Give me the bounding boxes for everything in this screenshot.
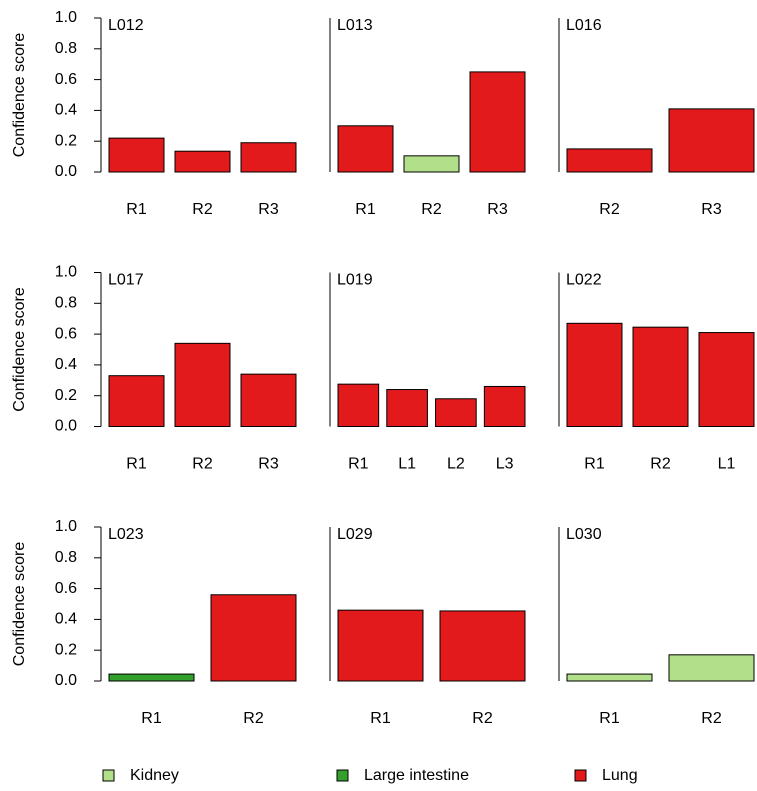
bar: [337, 609, 424, 682]
x-tick-label: R2: [472, 710, 493, 727]
panel-title: L022: [566, 272, 602, 289]
panel-title: L017: [108, 272, 144, 289]
x-tick-label: R2: [192, 201, 213, 218]
y-tick-label: 0.6: [55, 580, 77, 597]
panel-title: L013: [337, 17, 373, 34]
legend-label: Large intestine: [364, 767, 469, 784]
y-axis-label: Confidence score: [11, 287, 28, 412]
bar: [386, 389, 428, 428]
x-tick-label: R3: [701, 201, 722, 218]
bar: [108, 375, 165, 427]
y-tick-label: 1.0: [55, 264, 77, 281]
legend-swatch: [574, 769, 587, 782]
x-tick-label: L1: [718, 456, 736, 473]
y-tick-label: 0.2: [55, 641, 77, 658]
y-tick-label: 0.4: [55, 102, 77, 119]
x-tick-label: R2: [599, 201, 620, 218]
bar: [337, 383, 380, 427]
y-tick-label: 0.4: [55, 611, 77, 628]
x-tick-label: R3: [487, 201, 508, 218]
panel-title: L029: [337, 526, 373, 543]
panel-title: L016: [566, 17, 602, 34]
y-tick-label: 0.0: [55, 163, 77, 180]
y-tick-label: 0.8: [55, 40, 77, 57]
x-tick-label: L3: [496, 456, 514, 473]
x-tick-label: R1: [599, 710, 620, 727]
bar: [108, 137, 165, 173]
x-tick-label: R1: [141, 710, 162, 727]
x-tick-label: R2: [650, 456, 671, 473]
bar: [174, 150, 231, 173]
y-axis-label: Confidence score: [11, 33, 28, 158]
bar: [566, 673, 653, 682]
y-tick-label: 0.8: [55, 295, 77, 312]
bar: [469, 71, 526, 173]
y-tick-label: 0.0: [55, 418, 77, 435]
bar: [632, 326, 689, 428]
bar: [240, 142, 297, 173]
y-tick-label: 1.0: [55, 9, 77, 26]
bar: [483, 385, 526, 427]
y-tick-label: 0.4: [55, 356, 77, 373]
panel-title: L019: [337, 272, 373, 289]
y-tick-label: 0.8: [55, 549, 77, 566]
x-tick-label: R3: [258, 456, 279, 473]
bar: [439, 610, 526, 682]
x-tick-label: R3: [258, 201, 279, 218]
x-tick-label: R1: [348, 456, 369, 473]
y-axis-label: Confidence score: [11, 542, 28, 667]
bar: [210, 594, 297, 682]
x-tick-label: R1: [355, 201, 376, 218]
x-tick-label: R2: [421, 201, 442, 218]
x-tick-label: L1: [398, 456, 416, 473]
x-tick-label: R1: [370, 710, 391, 727]
legend-label: Kidney: [130, 767, 179, 784]
bar: [668, 654, 755, 682]
y-tick-label: 0.2: [55, 387, 77, 404]
panel-title: L030: [566, 526, 602, 543]
x-tick-label: R2: [243, 710, 264, 727]
y-tick-label: 0.2: [55, 132, 77, 149]
bar: [337, 125, 394, 173]
legend-label: Lung: [602, 767, 638, 784]
bar: [435, 398, 477, 427]
x-tick-label: R2: [192, 456, 213, 473]
x-tick-label: R2: [701, 710, 722, 727]
panel-title: L012: [108, 17, 144, 34]
bar: [240, 373, 297, 428]
legend-swatch: [102, 769, 115, 782]
bar: [108, 673, 195, 682]
x-tick-label: R1: [126, 456, 147, 473]
bar: [566, 148, 653, 173]
y-tick-label: 0.0: [55, 672, 77, 689]
y-tick-label: 1.0: [55, 518, 77, 535]
bar: [403, 155, 460, 173]
x-tick-label: R1: [584, 456, 605, 473]
legend-swatch: [336, 769, 349, 782]
y-tick-label: 0.6: [55, 325, 77, 342]
bar: [698, 332, 755, 427]
panel-title: L023: [108, 526, 144, 543]
bar: [668, 108, 755, 173]
bar: [174, 342, 231, 427]
x-tick-label: R1: [126, 201, 147, 218]
bar: [566, 322, 623, 428]
y-tick-label: 0.6: [55, 71, 77, 88]
x-tick-label: L2: [447, 456, 465, 473]
